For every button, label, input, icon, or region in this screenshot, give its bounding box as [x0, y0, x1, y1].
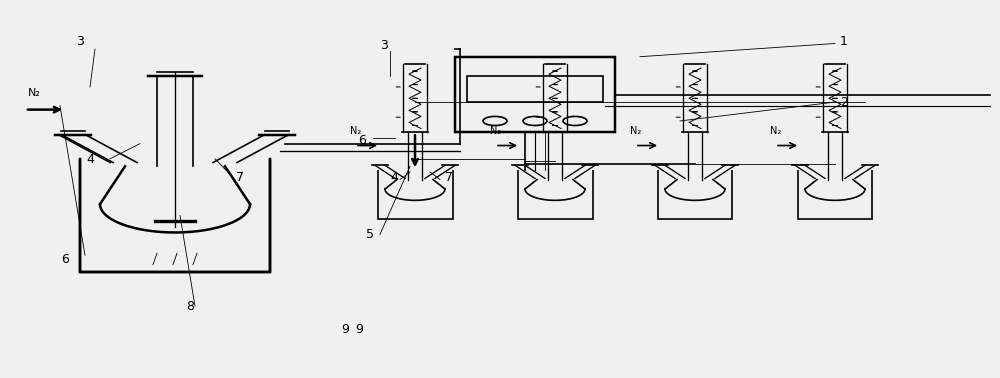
Text: 7: 7 — [445, 172, 453, 184]
Text: 2: 2 — [840, 96, 848, 109]
Text: 6: 6 — [61, 253, 69, 266]
Text: 9: 9 — [341, 323, 349, 336]
Text: 3: 3 — [380, 39, 388, 52]
Text: 6: 6 — [358, 134, 366, 147]
Text: N₂: N₂ — [490, 126, 501, 136]
Text: N₂: N₂ — [350, 126, 361, 136]
Text: N₂: N₂ — [630, 126, 641, 136]
Text: 7: 7 — [236, 172, 244, 184]
Text: 4: 4 — [390, 172, 398, 184]
Text: 9: 9 — [355, 323, 363, 336]
Text: 1: 1 — [840, 36, 848, 48]
Text: 4: 4 — [86, 153, 94, 166]
Text: 8: 8 — [186, 300, 194, 313]
Text: 5: 5 — [366, 228, 374, 241]
Text: N₂: N₂ — [28, 88, 41, 98]
Text: 3: 3 — [76, 36, 84, 48]
Text: N₂: N₂ — [770, 126, 781, 136]
